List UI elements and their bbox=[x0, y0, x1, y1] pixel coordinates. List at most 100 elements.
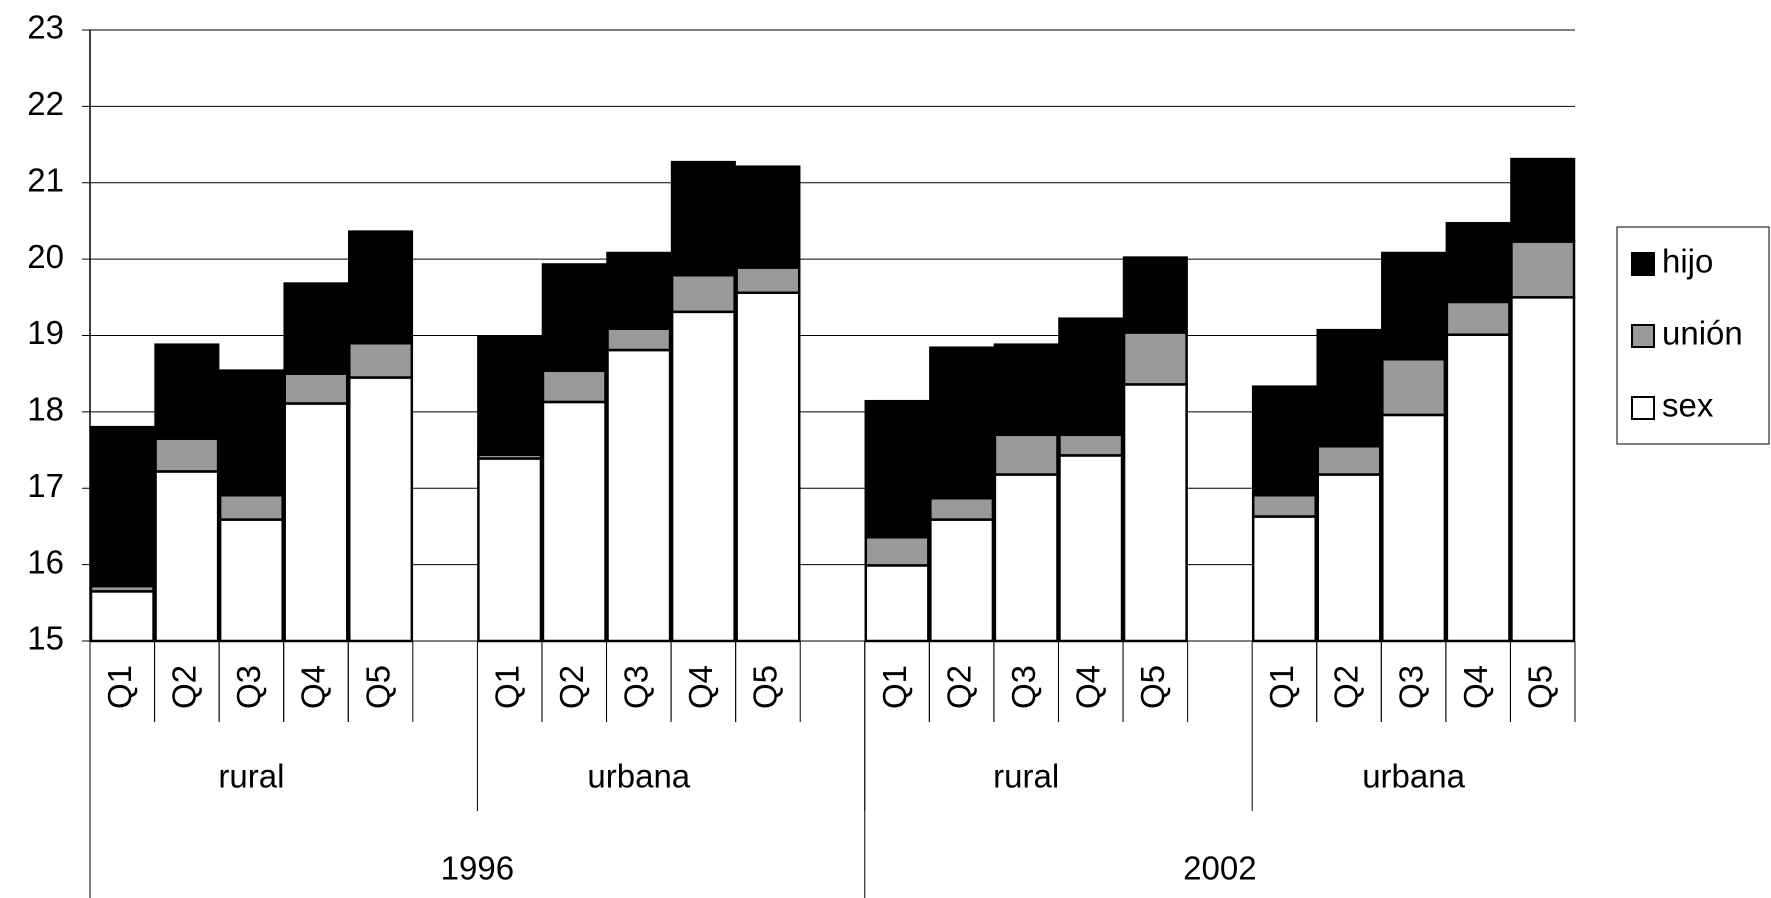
bar-segment bbox=[1381, 413, 1447, 643]
bar-segment bbox=[154, 343, 220, 440]
bar-segment bbox=[735, 291, 801, 643]
legend-swatch bbox=[1631, 252, 1655, 276]
bar-segment bbox=[993, 433, 1059, 476]
bar-segment bbox=[606, 348, 672, 643]
x-tick-label: Q3 bbox=[1392, 665, 1429, 709]
y-tick-label: 23 bbox=[27, 9, 64, 46]
bar-segment bbox=[154, 437, 220, 473]
bar-segment bbox=[348, 341, 414, 379]
bar-segment bbox=[541, 400, 607, 643]
x-tick-label: Q2 bbox=[166, 665, 203, 709]
bar-segment bbox=[929, 346, 995, 500]
x-tick-label: Q2 bbox=[940, 665, 977, 709]
bar-segment bbox=[670, 310, 736, 643]
bar-segment bbox=[670, 160, 736, 277]
bar-segment bbox=[283, 282, 349, 375]
legend-swatch bbox=[1631, 396, 1655, 420]
bar-segment bbox=[348, 230, 414, 345]
x-tick-label: Q3 bbox=[230, 665, 267, 709]
bar-segment bbox=[283, 402, 349, 643]
group-label: urbana bbox=[1362, 758, 1465, 795]
x-tick-label: Q3 bbox=[1005, 665, 1042, 709]
bar-segment bbox=[1122, 383, 1188, 643]
legend-label: unión bbox=[1662, 315, 1743, 352]
bar-segment bbox=[218, 369, 284, 497]
x-tick-label: Q2 bbox=[1328, 665, 1365, 709]
y-tick-label: 17 bbox=[27, 467, 64, 504]
bar-segment bbox=[283, 372, 349, 405]
y-tick-label: 20 bbox=[27, 238, 64, 275]
x-tick-label: Q1 bbox=[488, 665, 525, 709]
legend-label: sex bbox=[1662, 387, 1714, 424]
bar-segment bbox=[1510, 240, 1576, 299]
bar-segment bbox=[1058, 433, 1124, 457]
bar-segment bbox=[218, 518, 284, 643]
bar-segment bbox=[670, 273, 736, 314]
bar-segment bbox=[89, 590, 155, 643]
bar-segment bbox=[477, 335, 543, 456]
bar-segment bbox=[1510, 296, 1576, 643]
bar-segment bbox=[1445, 221, 1511, 304]
bar-segment bbox=[1122, 331, 1188, 386]
x-tick-label: Q4 bbox=[1069, 665, 1106, 709]
x-tick-label: Q5 bbox=[359, 665, 396, 709]
bar-segment bbox=[1445, 333, 1511, 643]
x-tick-label: Q3 bbox=[618, 665, 655, 709]
year-label: 1996 bbox=[441, 850, 514, 887]
bar-segment bbox=[1251, 493, 1317, 518]
bar-segment bbox=[1381, 357, 1447, 417]
bar-segment bbox=[1445, 300, 1511, 336]
bar-segment bbox=[735, 165, 801, 269]
y-tick-label: 19 bbox=[27, 314, 64, 351]
bar-segment bbox=[929, 496, 995, 521]
bar-segment bbox=[1251, 385, 1317, 497]
y-tick-label: 21 bbox=[27, 161, 64, 198]
group-label: rural bbox=[993, 758, 1059, 795]
y-tick-label: 18 bbox=[27, 391, 64, 428]
bar-segment bbox=[1122, 256, 1188, 334]
x-tick-label: Q4 bbox=[295, 665, 332, 709]
x-tick-label: Q5 bbox=[1521, 665, 1558, 709]
bar-segment bbox=[735, 266, 801, 294]
bar-segment bbox=[606, 251, 672, 330]
group-label: rural bbox=[218, 758, 284, 795]
bar-segment bbox=[1316, 473, 1382, 643]
bar-segment bbox=[1510, 157, 1576, 243]
bar-segment bbox=[864, 564, 930, 643]
bar-segment bbox=[154, 470, 220, 643]
bar-segment bbox=[541, 369, 607, 404]
y-tick-label: 15 bbox=[27, 620, 64, 657]
x-tick-label: Q1 bbox=[101, 665, 138, 709]
y-tick-label: 22 bbox=[27, 85, 64, 122]
bar-segment bbox=[89, 425, 155, 588]
legend-swatch bbox=[1631, 324, 1655, 348]
x-tick-label: Q2 bbox=[553, 665, 590, 709]
bar-segment bbox=[218, 493, 284, 521]
x-tick-label: Q4 bbox=[1457, 665, 1494, 709]
x-tick-label: Q4 bbox=[682, 665, 719, 709]
bar-segment bbox=[1058, 317, 1124, 437]
x-tick-label: Q1 bbox=[876, 665, 913, 709]
bar-segment bbox=[606, 327, 672, 352]
bar-segment bbox=[1316, 444, 1382, 476]
bar-segment bbox=[1381, 251, 1447, 361]
year-label: 2002 bbox=[1183, 850, 1256, 887]
y-tick-label: 16 bbox=[27, 543, 64, 580]
x-tick-label: Q5 bbox=[1134, 665, 1171, 709]
x-tick-label: Q5 bbox=[747, 665, 784, 709]
bar-segment bbox=[541, 263, 607, 372]
bar-segment bbox=[929, 518, 995, 643]
bar-segment bbox=[864, 535, 930, 567]
bar-segment bbox=[993, 473, 1059, 643]
bar-segment bbox=[864, 399, 930, 539]
bar-segment bbox=[348, 376, 414, 643]
bar-segment bbox=[1058, 454, 1124, 643]
x-tick-label: Q1 bbox=[1263, 665, 1300, 709]
legend-label: hijo bbox=[1662, 243, 1713, 280]
bar-segment bbox=[1251, 515, 1317, 643]
bar-segment bbox=[477, 457, 543, 643]
group-label: urbana bbox=[587, 758, 690, 795]
bar-segment bbox=[993, 343, 1059, 437]
bar-segment bbox=[1316, 328, 1382, 448]
